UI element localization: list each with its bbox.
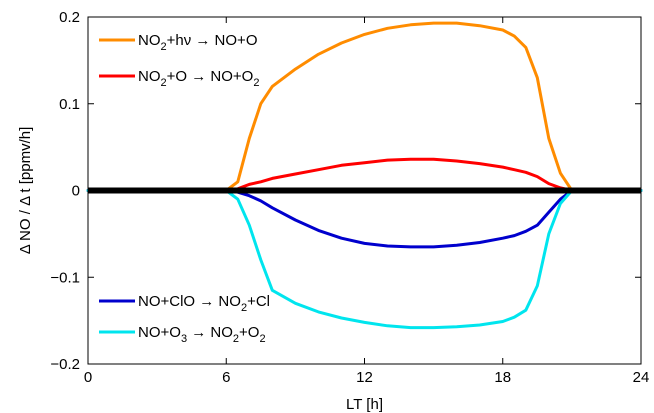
- legend-label-3: NO+ClO → NO2+Cl: [138, 293, 270, 314]
- series-line-1: [86, 21, 643, 192]
- legend-label-4: NO+O3 → NO2+O2: [138, 324, 266, 345]
- x-tick-label: 12: [356, 369, 373, 386]
- legend-layer: NO2+hν → NO+O NO2+O → NO+O2 NO+ClO → NO2+C…: [99, 32, 270, 345]
- y-tick-label: 0: [72, 183, 80, 200]
- series-line-2: [86, 157, 643, 192]
- x-tick-label: 24: [633, 369, 650, 386]
- y-axis-label: Δ NO / Δ t [ppmv/h]: [17, 127, 34, 255]
- y-tick-label: −0.1: [50, 269, 80, 286]
- ticks-layer: 0 6 12 18 24 −0.2 −0.1 0 0.1 0.2: [50, 9, 649, 386]
- series-line-4: [86, 189, 643, 330]
- x-tick-label: 18: [494, 369, 511, 386]
- series-layer: [86, 21, 643, 330]
- y-tick-label: 0.2: [59, 9, 80, 26]
- series-line-3: [86, 189, 643, 249]
- legend-label-1: NO2+hν → NO+O: [138, 32, 258, 53]
- y-tick-label: −0.2: [50, 356, 80, 373]
- x-axis-label: LT [h]: [346, 396, 383, 413]
- legend-label-2: NO2+O → NO+O2: [138, 68, 259, 89]
- y-tick-label: 0.1: [59, 96, 80, 113]
- x-tick-label: 6: [222, 369, 230, 386]
- x-tick-label: 0: [84, 369, 92, 386]
